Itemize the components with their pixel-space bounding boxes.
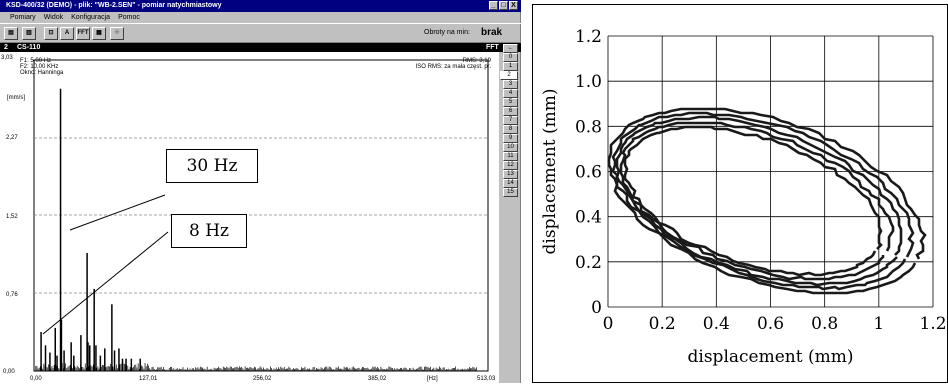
xtick-4: 513,03 bbox=[477, 376, 496, 382]
orbit-xtick: 0.4 bbox=[703, 314, 730, 334]
orbit-loop bbox=[611, 111, 915, 291]
tab-11[interactable]: 11 bbox=[503, 152, 518, 161]
tab-13[interactable]: 13 bbox=[503, 170, 518, 179]
orbit-xtick: 0.6 bbox=[757, 314, 784, 334]
ymax-label: 3,03 bbox=[1, 55, 13, 61]
spectrum-plot bbox=[33, 59, 489, 372]
tab-10[interactable]: 10 bbox=[503, 143, 518, 152]
tab-12[interactable]: 12 bbox=[503, 161, 518, 170]
spectrum-panel: 3,03 F1: 5,00 Hz F2: 10,00 KHz Okno: Han… bbox=[0, 52, 499, 383]
orbit-ytick: 0.8 bbox=[575, 117, 602, 137]
xunit-label: [Hz] bbox=[427, 376, 438, 382]
orbit-xtick: 0 bbox=[603, 314, 614, 334]
maximize-button[interactable]: □ bbox=[499, 1, 508, 10]
orbit-plot-panel: 0 0 0.2 0.2 0.4 0.4 0.6 0.6 0.8 0.8 1 1.0 1.2 1.2 disp… bbox=[532, 4, 948, 383]
menu-widok[interactable]: Widok bbox=[43, 14, 64, 21]
menu-bar: Pomiary Widok Konfiguracja Pomoc bbox=[0, 12, 521, 23]
menu-konfiguracja[interactable]: Konfiguracja bbox=[71, 14, 111, 21]
fft-icon[interactable]: FFT bbox=[76, 27, 90, 40]
xtick-2: 256,02 bbox=[253, 376, 272, 382]
tab-6[interactable]: 6 bbox=[503, 107, 518, 116]
callout-8-leader bbox=[42, 231, 169, 335]
orbit-ytick: 0.6 bbox=[575, 163, 602, 183]
tab-15[interactable]: 15 bbox=[503, 188, 518, 197]
orbit-ytick: 1.2 bbox=[575, 27, 602, 47]
callout-30-leader bbox=[69, 194, 166, 231]
unit-label: [mm/s] bbox=[7, 95, 25, 101]
tab-4[interactable]: 4 bbox=[503, 89, 518, 98]
close-button[interactable]: X bbox=[509, 1, 518, 10]
tab-9[interactable]: 9 bbox=[503, 134, 518, 143]
window-title: KSD-400/32 (DEMO) - plik: "WB-2.SEN" - p… bbox=[6, 2, 222, 9]
orbit-xlabel: displacement (mm) bbox=[688, 347, 854, 367]
f1-label: F1: 5,00 Hz bbox=[20, 58, 52, 64]
menu-pomiary[interactable]: Pomiary bbox=[10, 14, 36, 21]
text-icon[interactable]: A bbox=[60, 27, 74, 40]
xtick-0: 0,00 bbox=[30, 376, 42, 382]
tab-5[interactable]: 5 bbox=[503, 98, 518, 107]
orbit-loop bbox=[623, 125, 883, 277]
xtick-3: 385,02 bbox=[368, 376, 387, 382]
minimize-button[interactable]: _ bbox=[489, 1, 498, 10]
rms-label: RMS: 3,19 bbox=[462, 58, 491, 64]
toolbar: ▤ ▥ ⊡ A FFT ▦ ✣ bbox=[0, 23, 521, 43]
orbit-loop bbox=[607, 107, 927, 295]
mode-label: FFT bbox=[486, 44, 499, 51]
orbit-plot: 00 0.2 0.2 0.4 0.4 0.6 0.6 0.8 0.8 1 1.0 1.2 1.2 disp… bbox=[540, 27, 947, 367]
tab-8[interactable]: 8 bbox=[503, 125, 518, 134]
tab-0[interactable]: 0 bbox=[503, 53, 518, 62]
window-label: Okno: Hanninga bbox=[20, 70, 64, 76]
orbit-ytick: 0.2 bbox=[575, 253, 602, 273]
channel-bar: 2 CS-110 FFT bbox=[0, 43, 521, 52]
tab-3[interactable]: 3 bbox=[503, 80, 518, 89]
filter-icon[interactable]: ⊡ bbox=[44, 27, 58, 40]
ytick-2: 0,76 bbox=[6, 292, 18, 298]
orbit-ytick: 0.4 bbox=[575, 208, 602, 228]
chart-icon[interactable]: ▤ bbox=[4, 27, 18, 40]
tab-14[interactable]: 14 bbox=[503, 179, 518, 188]
analyzer-window: KSD-400/32 (DEMO) - plik: "WB-2.SEN" - p… bbox=[0, 0, 521, 383]
ytick-0: 2,27 bbox=[6, 135, 18, 141]
settings-icon[interactable]: ✣ bbox=[110, 27, 124, 40]
callout-8hz: 8 Hz bbox=[171, 214, 247, 248]
orbit-xtick: 1.2 bbox=[919, 314, 946, 334]
tab-1[interactable]: 1 bbox=[503, 62, 518, 71]
orbit-ylabel: displacement (mm) bbox=[540, 89, 560, 255]
orbit-loop bbox=[615, 115, 903, 287]
tab-back[interactable]: ← bbox=[503, 44, 518, 53]
spectrum-frame bbox=[33, 59, 489, 372]
callout-30hz: 30 Hz bbox=[166, 149, 258, 183]
iso-rms-label: ISO RMS: za mała częst. pr. bbox=[415, 64, 491, 70]
export-icon[interactable]: ▦ bbox=[92, 27, 106, 40]
orbit-ytick: 0 bbox=[591, 298, 602, 318]
rpm-label: Obroty na min: bbox=[424, 29, 470, 36]
sensor-name: CS-110 bbox=[17, 44, 41, 51]
tab-7[interactable]: 7 bbox=[503, 116, 518, 125]
ytick-1: 1,52 bbox=[6, 214, 18, 220]
orbit-loop bbox=[619, 121, 895, 281]
f2-label: F2: 10,00 KHz bbox=[20, 64, 59, 70]
channel-tabs: ← 0 1 2 3 4 5 6 7 8 9 10 11 12 13 14 15 bbox=[500, 44, 521, 197]
channel-number: 2 bbox=[4, 44, 8, 51]
title-bar: KSD-400/32 (DEMO) - plik: "WB-2.SEN" - p… bbox=[0, 0, 521, 12]
ytick-3: 0,00 bbox=[3, 369, 15, 375]
tab-2[interactable]: 2 bbox=[500, 71, 518, 80]
orbit-xtick: 1 bbox=[873, 314, 884, 334]
save-icon[interactable]: ▥ bbox=[22, 27, 36, 40]
rpm-value: brak bbox=[481, 27, 503, 38]
orbit-xtick: 0.8 bbox=[811, 314, 838, 334]
xtick-1: 127,01 bbox=[139, 376, 158, 382]
orbit-ytick: 1.0 bbox=[575, 72, 602, 92]
menu-pomoc[interactable]: Pomoc bbox=[118, 14, 140, 21]
orbit-xtick: 0.2 bbox=[649, 314, 676, 334]
